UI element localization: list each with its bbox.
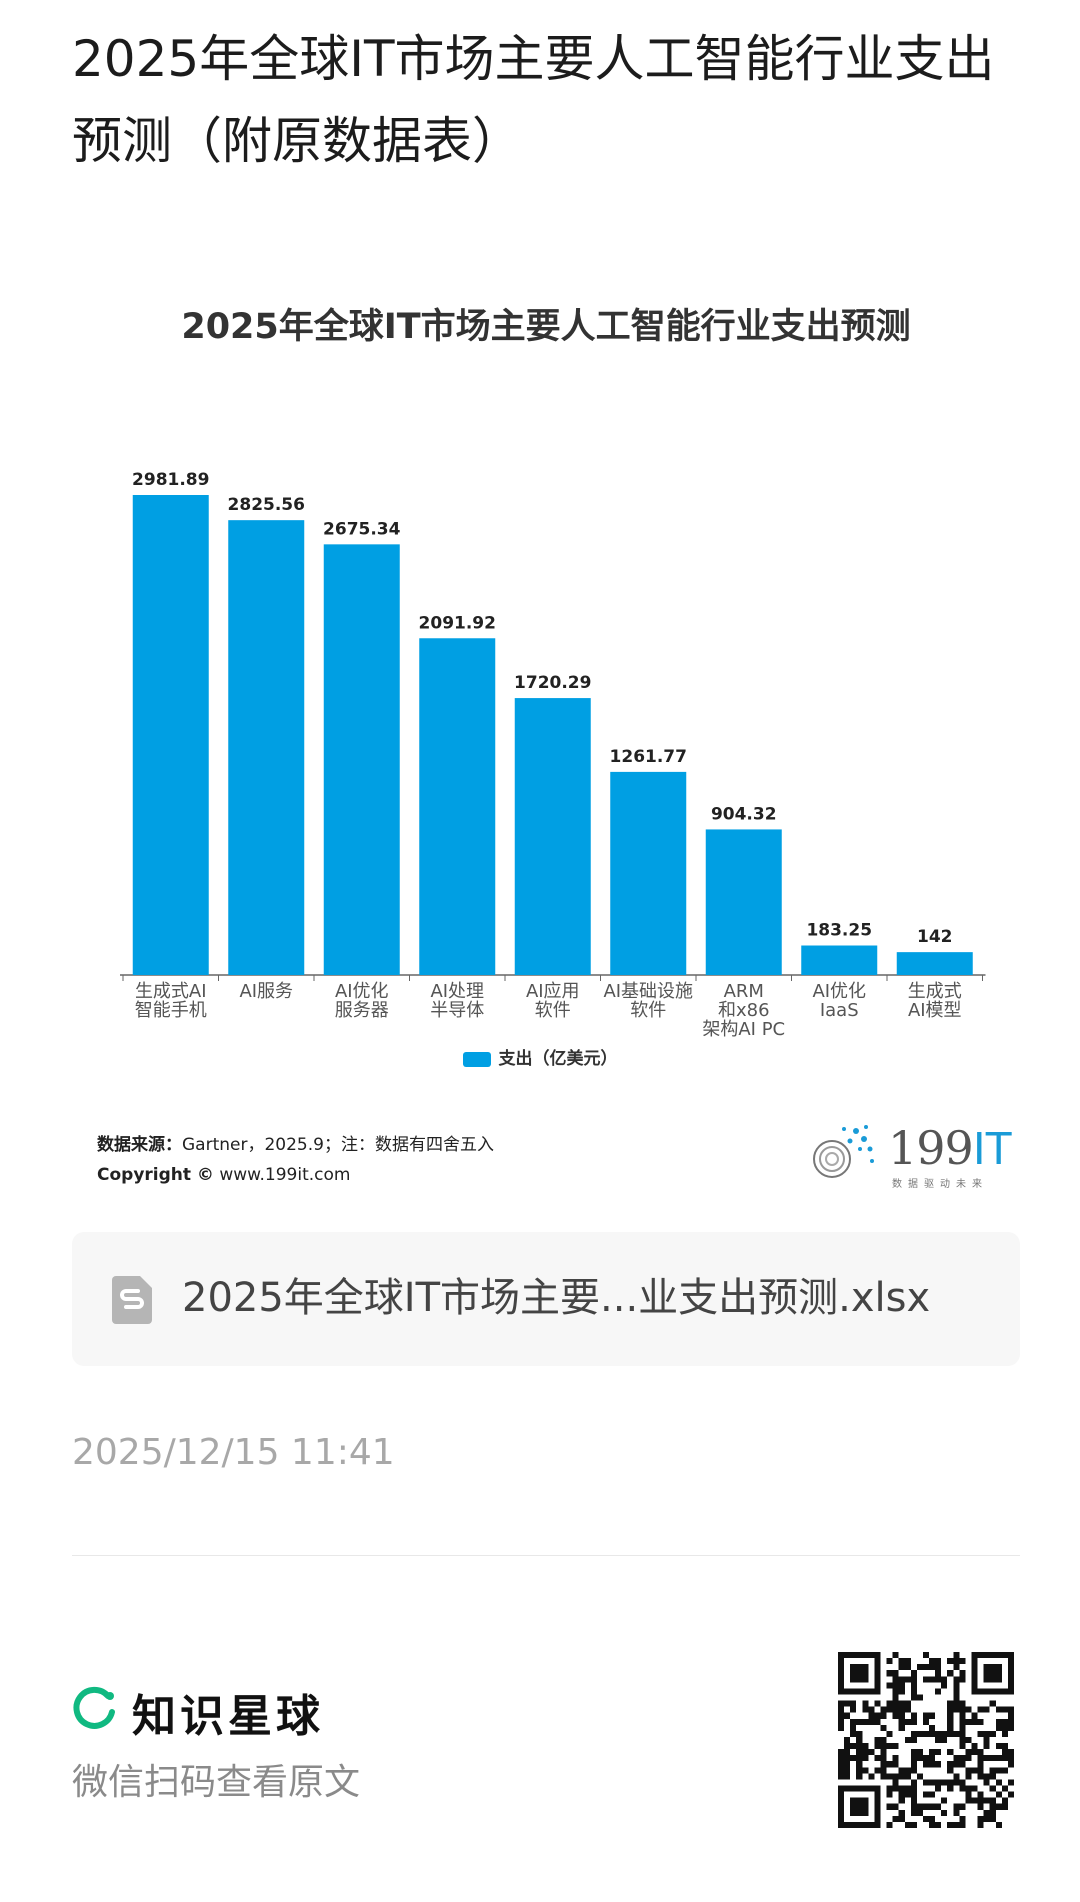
chart-legend: 支出（亿美元） bbox=[0, 1044, 1080, 1069]
data-label: 2825.56 bbox=[228, 495, 305, 515]
bar bbox=[514, 698, 591, 975]
category-label: AI应用 bbox=[526, 981, 580, 1002]
data-label: 183.25 bbox=[806, 921, 872, 941]
199it-logo: 199IT 数据驱动未来 bbox=[812, 1115, 1013, 1195]
category-label: AI处理 bbox=[430, 981, 484, 1002]
data-label: 904.32 bbox=[711, 804, 777, 824]
brand-name: 知识星球 bbox=[132, 1691, 324, 1742]
category-label: 生成式AI bbox=[135, 981, 207, 1002]
category-label: AI优化 bbox=[335, 981, 389, 1002]
attachment-filename: 2025年全球IT市场主要...业支出预测.xlsx bbox=[182, 1275, 931, 1321]
category-label: 生成式 bbox=[908, 981, 962, 1002]
bar-chart: 2981.89生成式AI智能手机2825.56AI服务2675.34AI优化服务… bbox=[120, 470, 986, 1040]
category-label: 软件 bbox=[535, 1000, 571, 1021]
logo-text-accent: IT bbox=[972, 1122, 1013, 1174]
category-label: AI基础设施 bbox=[603, 981, 693, 1002]
attachment-card[interactable]: 2025年全球IT市场主要...业支出预测.xlsx bbox=[72, 1232, 1020, 1366]
category-label: 服务器 bbox=[335, 1000, 389, 1021]
post-timestamp: 2025/12/15 11:41 bbox=[72, 1432, 395, 1473]
bar bbox=[896, 952, 973, 975]
data-label: 2091.92 bbox=[419, 613, 496, 633]
data-label: 2981.89 bbox=[132, 470, 209, 490]
category-label: 半导体 bbox=[430, 1000, 484, 1021]
dots-fan-icon bbox=[813, 1125, 874, 1178]
bar bbox=[323, 544, 400, 975]
copyright-site: www.199it.com bbox=[219, 1165, 351, 1185]
category-label: 智能手机 bbox=[135, 1000, 207, 1021]
category-label: 架构AI PC bbox=[702, 1019, 785, 1040]
logo-text-main: 199 bbox=[888, 1121, 974, 1175]
data-label: 142 bbox=[917, 927, 953, 947]
bar bbox=[419, 638, 496, 975]
source-label: 数据来源： bbox=[97, 1135, 182, 1155]
divider bbox=[72, 1555, 1020, 1556]
bar bbox=[228, 520, 305, 975]
legend-label: 支出（亿美元） bbox=[498, 1049, 618, 1069]
category-label: ARM bbox=[724, 981, 764, 1002]
category-label: 软件 bbox=[630, 1000, 666, 1021]
legend-swatch bbox=[462, 1051, 491, 1067]
data-label: 2675.34 bbox=[323, 519, 401, 539]
category-label: IaaS bbox=[820, 1000, 859, 1021]
chart-title: 2025年全球IT市场主要人工智能行业支出预测 bbox=[181, 307, 911, 347]
page-title: 2025年全球IT市场主要人工智能行业支出预测（附原数据表） bbox=[72, 30, 995, 170]
spreadsheet-file-icon bbox=[112, 1276, 152, 1324]
data-label: 1261.77 bbox=[610, 747, 687, 767]
source-note: 数据来源：Gartner，2025.9；注：数据有四舍五入 Copyright … bbox=[97, 1130, 494, 1190]
logo-tagline: 数据驱动未来 bbox=[892, 1179, 988, 1190]
bar bbox=[610, 771, 687, 975]
qr-code-icon[interactable] bbox=[838, 1652, 1014, 1828]
category-label: AI模型 bbox=[908, 1000, 962, 1021]
bar bbox=[132, 495, 209, 975]
data-label: 1720.29 bbox=[514, 673, 591, 693]
planet-ring-icon bbox=[73, 1686, 115, 1729]
scan-hint: 微信扫码查看原文 bbox=[72, 1762, 361, 1803]
source-text: Gartner，2025.9；注：数据有四舍五入 bbox=[182, 1135, 494, 1155]
copyright-label: Copyright © bbox=[97, 1165, 214, 1185]
bar bbox=[801, 945, 878, 975]
category-label: 和x86 bbox=[718, 1000, 770, 1021]
category-label: AI服务 bbox=[239, 981, 293, 1002]
category-label: AI优化 bbox=[812, 981, 866, 1002]
bar bbox=[705, 829, 782, 975]
